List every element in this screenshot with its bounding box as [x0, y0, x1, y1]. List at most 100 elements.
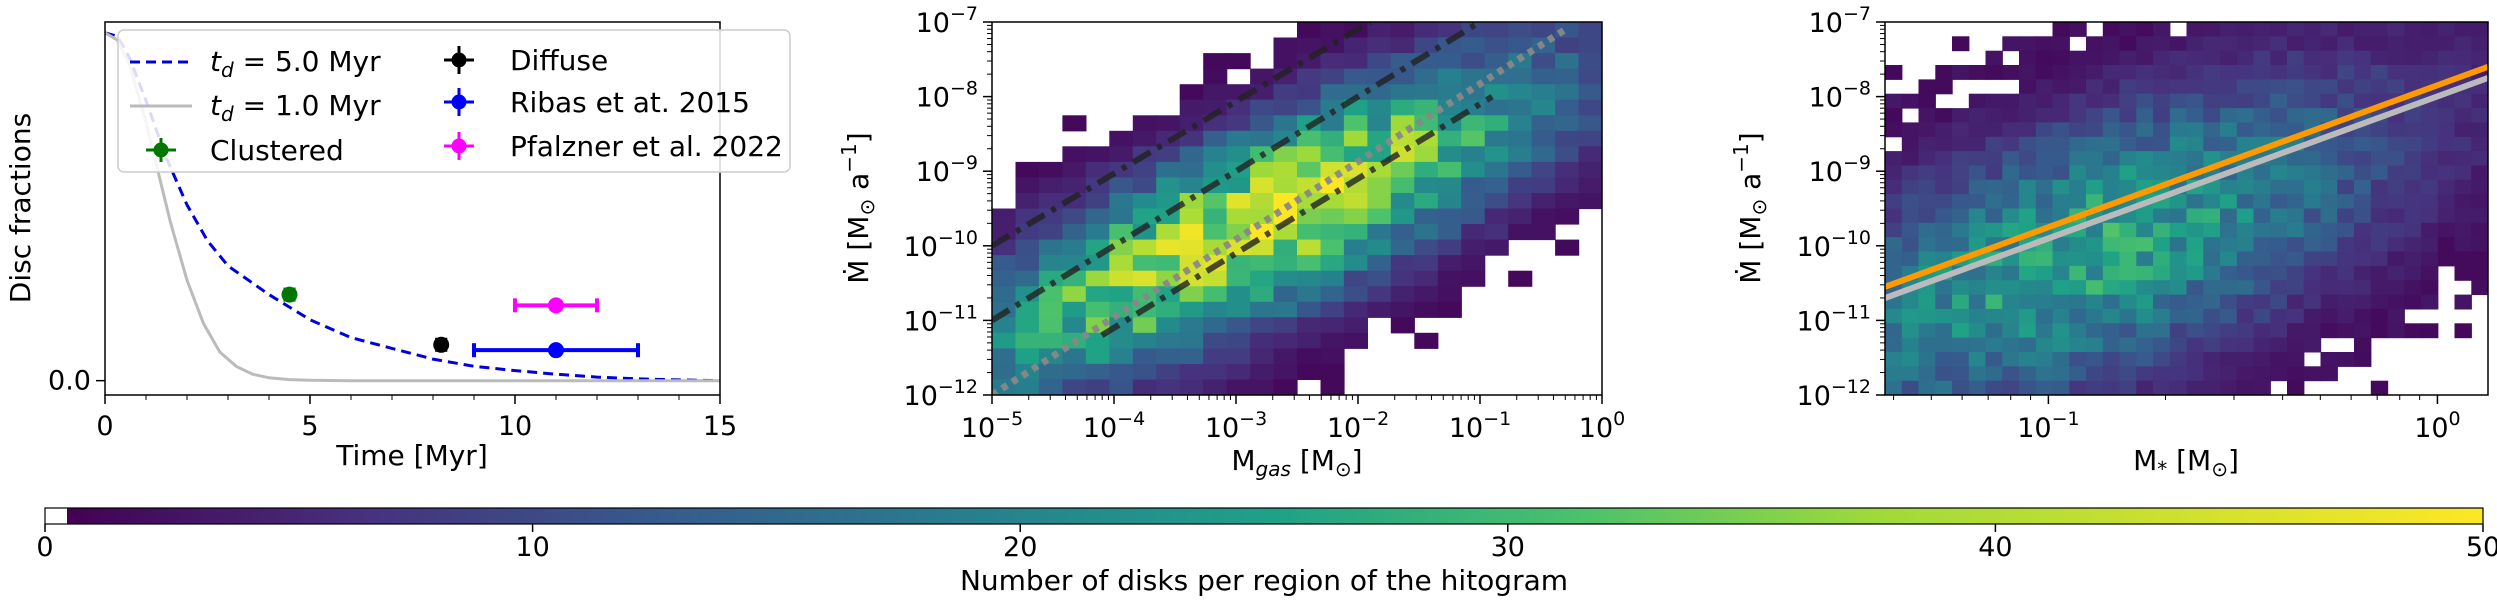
heatmap-cell [2337, 36, 2355, 52]
heatmap-cell [1484, 224, 1509, 241]
heatmap-cell [1461, 239, 1486, 256]
heatmap-cell [2086, 352, 2104, 367]
heatmap-cell [1109, 286, 1134, 303]
heatmap-cell [1952, 337, 1970, 353]
heatmap-cell [2253, 265, 2271, 281]
heatmap-cell [2337, 179, 2355, 195]
heatmap-cell [1038, 177, 1063, 194]
heatmap-cell [1414, 270, 1439, 287]
heatmap-cell [2119, 179, 2137, 195]
heatmap-cell [1367, 161, 1392, 178]
heatmap-cell [2236, 122, 2255, 138]
heatmap-cell [2186, 237, 2204, 253]
heatmap-cell [1343, 332, 1368, 349]
heatmap-cell [1414, 255, 1439, 272]
heatmap-cell [2287, 251, 2305, 267]
heatmap-cell [2002, 208, 2020, 224]
heatmap-cell [1437, 208, 1462, 225]
heatmap-cell [1367, 255, 1392, 272]
heatmap-cell [1578, 99, 1602, 116]
heatmap-cell [2303, 151, 2322, 166]
heatmap-cell [2069, 122, 2087, 138]
heatmap-cell [1179, 332, 1204, 349]
heatmap-cell [1015, 332, 1040, 349]
heatmap-cell [1952, 151, 1970, 166]
heatmap-cell [2437, 108, 2456, 123]
heatmap-cell [2253, 366, 2271, 382]
heatmap-cell [1531, 84, 1556, 101]
heatmap-cell [1297, 146, 1322, 163]
heatmap-cell [1203, 379, 1228, 395]
heatmap-cell [2454, 108, 2472, 123]
heatmap-cell [2320, 294, 2338, 310]
heatmap-cell [2404, 65, 2422, 80]
heatmap-cell [1918, 237, 1936, 253]
heatmap-cell [2186, 222, 2204, 238]
heatmap-cell [1203, 270, 1228, 287]
heatmap-cell [2153, 323, 2171, 339]
heatmap-cell [1390, 84, 1415, 101]
heatmap-cell [1437, 130, 1462, 147]
heatmap-cell [2002, 65, 2020, 80]
heatmap-cell [1918, 380, 1936, 395]
heatmap-cell [1250, 332, 1275, 349]
heatmap-cell [1390, 301, 1415, 318]
heatmap-cell [1320, 348, 1345, 365]
heatmap-cell [1297, 99, 1322, 116]
heatmap-cell [1273, 161, 1298, 178]
heatmap-cell [2019, 337, 2037, 353]
heatmap-cell [2169, 352, 2188, 367]
heatmap-cell [2236, 366, 2255, 382]
heatmap-cell [2203, 323, 2221, 339]
heatmap-cell [1038, 270, 1063, 287]
heatmap-cell [1343, 130, 1368, 147]
x-axis-label: Time [Myr] [335, 439, 488, 472]
heatmap-cell [1320, 270, 1345, 287]
heatmap-cell [2404, 208, 2422, 224]
heatmap-cell [1508, 37, 1533, 54]
heatmap-cell [2370, 165, 2389, 181]
heatmap-cell [992, 286, 1017, 303]
heatmap-cell [1985, 366, 2003, 382]
heatmap-cell [1918, 323, 1936, 339]
heatmap-cell [2236, 65, 2255, 80]
heatmap-cell [1297, 84, 1322, 101]
heatmap-cell [2354, 136, 2372, 152]
heatmap-cell [2354, 93, 2372, 109]
x-axis-label: Mgas [M⊙] [1231, 444, 1362, 481]
heatmap-cell [2287, 366, 2305, 382]
heatmap-cell [2320, 237, 2338, 253]
heatmap-cell [1918, 122, 1936, 138]
heatmap-cell [2136, 122, 2154, 138]
heatmap-cell [2253, 22, 2271, 37]
heatmap-cell [2354, 151, 2372, 166]
heatmap-cell [2136, 22, 2154, 37]
heatmap-cell [2370, 36, 2389, 52]
heatmap-cell [2069, 251, 2087, 267]
heatmap-cell [2387, 208, 2405, 224]
heatmap-cell [1297, 37, 1322, 54]
heatmap-cell [2404, 136, 2422, 152]
heatmap-cell [1156, 177, 1181, 194]
heatmap-cell [2069, 136, 2087, 152]
heatmap-cell [1343, 84, 1368, 101]
heatmap-cell [1985, 222, 2003, 238]
heatmap-cell [2203, 22, 2221, 37]
heatmap-cell [2421, 251, 2439, 267]
heatmap-cell [1156, 193, 1181, 210]
heatmap-cell [2220, 280, 2238, 296]
heatmap-cell [1578, 68, 1602, 85]
heatmap-cell [2220, 237, 2238, 253]
heatmap-cell [2069, 179, 2087, 195]
heatmap-cell [2186, 352, 2204, 367]
heatmap-cell [2002, 294, 2020, 310]
heatmap-cell [2102, 337, 2121, 353]
heatmap-cell [2220, 108, 2238, 123]
heatmap-cell [2220, 208, 2238, 224]
heatmap-cell [1555, 130, 1580, 147]
heatmap-cell [2287, 108, 2305, 123]
heatmap-cell [1414, 37, 1439, 54]
heatmap-cell [1508, 22, 1533, 39]
fit-line-3 [1100, 94, 1494, 338]
heatmap-cell [992, 224, 1017, 241]
